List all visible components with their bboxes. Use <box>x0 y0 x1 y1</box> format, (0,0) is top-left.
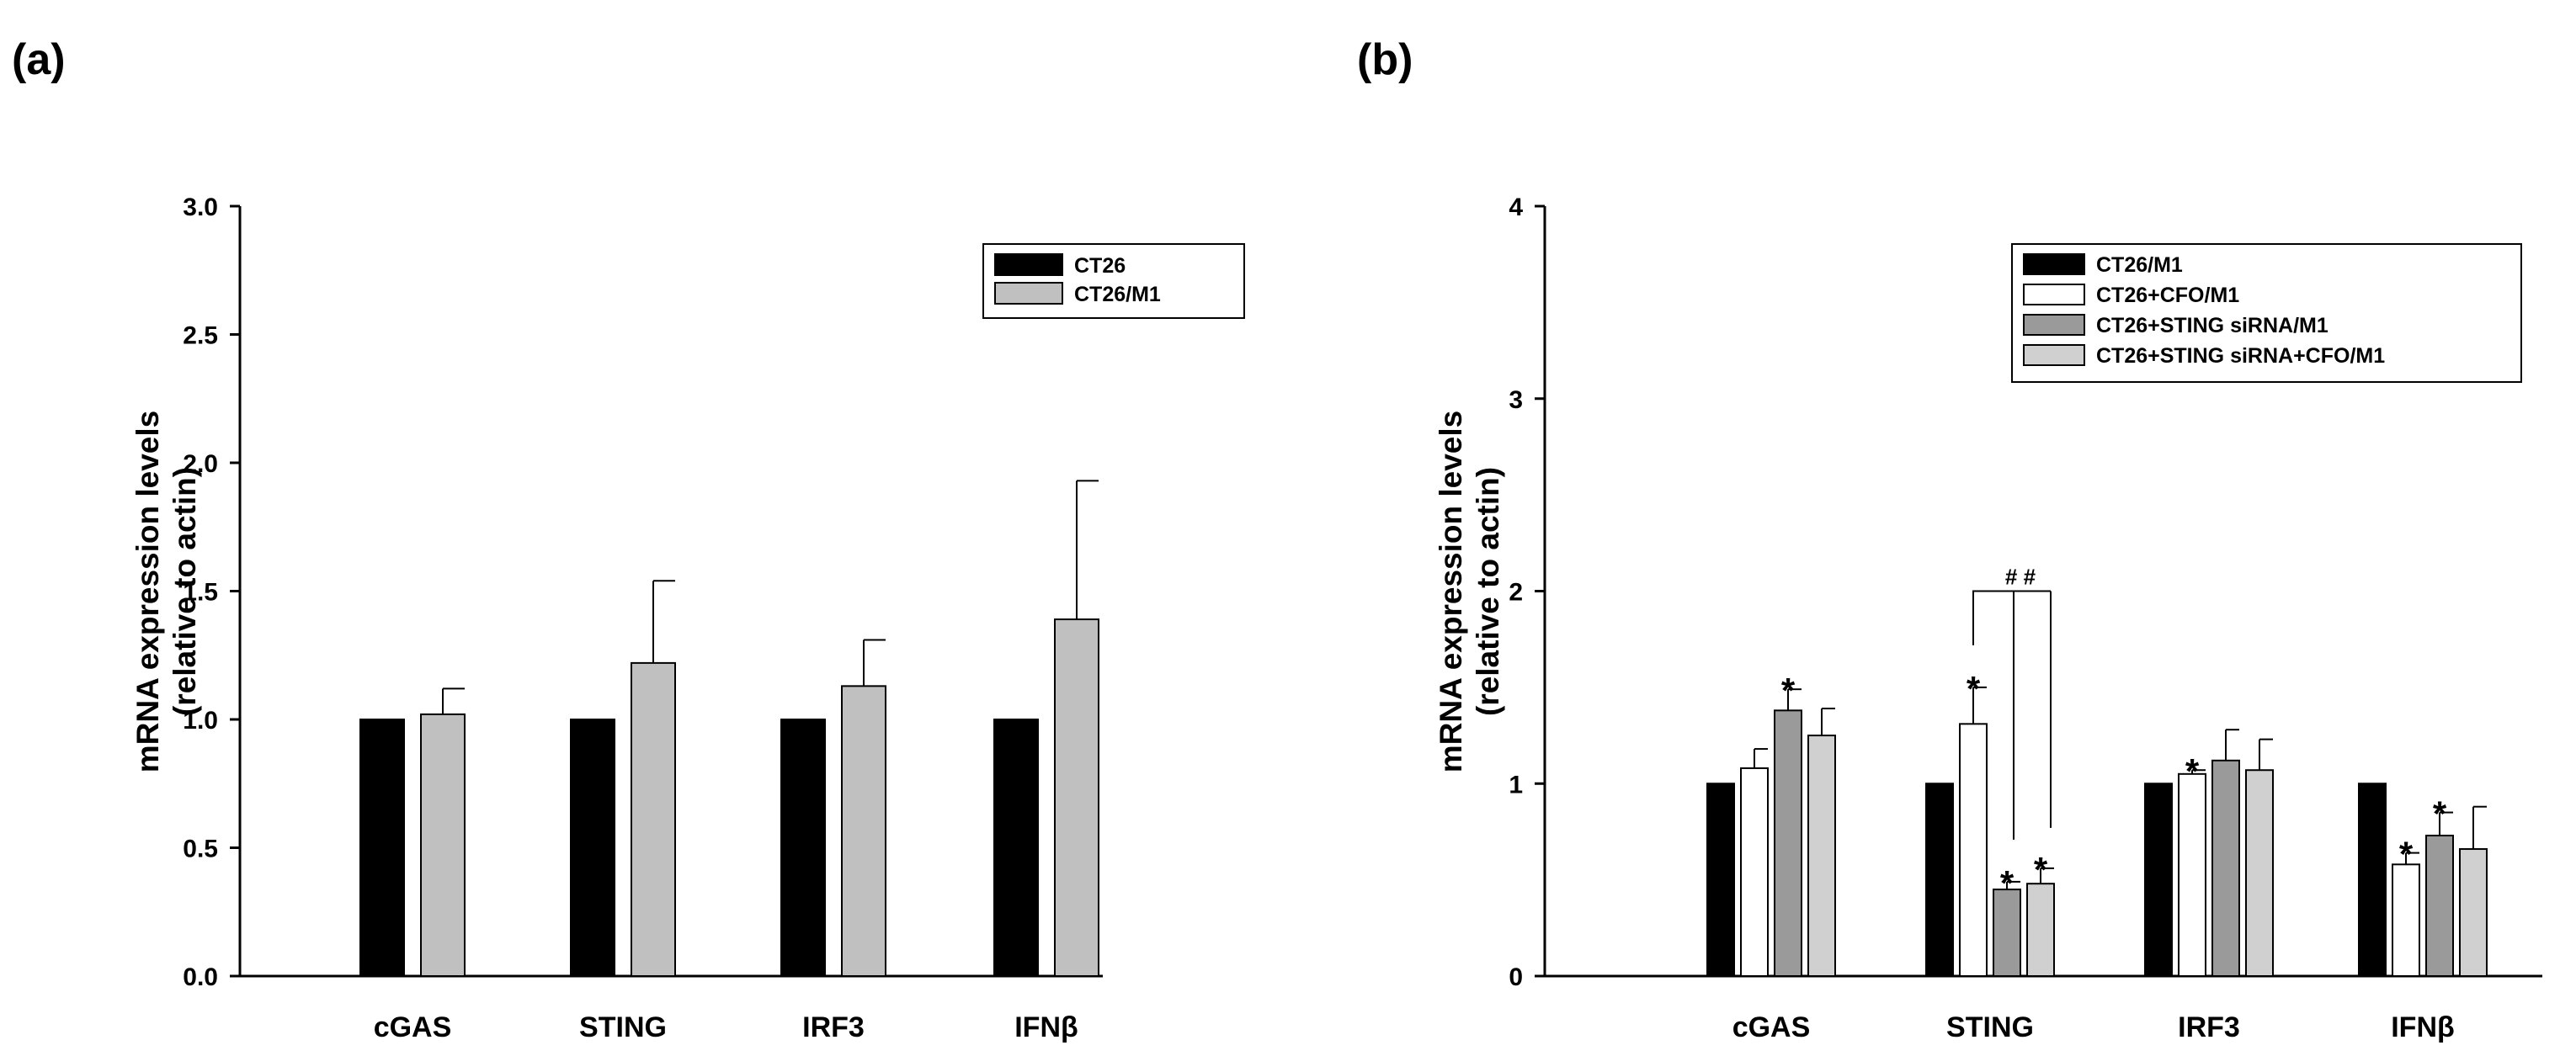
legend-label: CT26/M1 <box>2096 253 2183 277</box>
significance-hash: # # <box>2005 565 2036 590</box>
bar <box>1925 783 1954 977</box>
bar <box>993 719 1039 977</box>
y-tick-label: 2.0 <box>183 450 218 478</box>
x-tick-label: STING <box>579 1011 667 1043</box>
significance-asterisk: * <box>2433 794 2447 834</box>
x-tick-label: cGAS <box>374 1011 452 1043</box>
y-axis-title: mRNA expression levels(relative to actin… <box>130 411 202 773</box>
bar <box>359 719 405 977</box>
y-tick-label: 3 <box>1509 386 1523 414</box>
bar <box>2211 759 2240 977</box>
bar <box>2358 783 2387 977</box>
legend: CT26/M1 CT26+CFO/M1 CT26+STING siRNA/M1 CT2… <box>2011 243 2522 383</box>
y-tick-label: 1.5 <box>183 579 218 607</box>
bar <box>2144 783 2173 977</box>
bar <box>2178 772 2206 977</box>
bar <box>1959 723 1988 978</box>
legend-label: CT26+STING siRNA/M1 <box>2096 314 2329 337</box>
bar <box>2392 863 2420 977</box>
significance-asterisk: * <box>2000 863 2014 903</box>
legend-swatch <box>2023 253 2085 275</box>
y-tick-label: 0.0 <box>183 963 218 991</box>
bar <box>841 685 886 977</box>
y-tick-label: 2.5 <box>183 322 218 350</box>
x-tick-label: IFNβ <box>1014 1011 1078 1043</box>
x-tick-label: IRF3 <box>2178 1011 2240 1043</box>
bar <box>631 661 676 978</box>
y-tick-label: 1 <box>1509 771 1523 799</box>
y-axis-title-line: (relative to actin) <box>1471 467 1505 716</box>
legend-swatch <box>994 282 1063 305</box>
panel-label: (b) <box>1357 35 1413 84</box>
legend-swatch <box>2023 314 2085 336</box>
legend: CT26 CT26/M1 <box>982 243 1245 319</box>
legend-label: CT26+STING siRNA+CFO/M1 <box>2096 344 2385 368</box>
x-tick-label: cGAS <box>1732 1011 1811 1043</box>
legend-swatch <box>2023 284 2085 305</box>
significance-asterisk: * <box>2185 751 2200 791</box>
legend-swatch <box>2023 344 2085 366</box>
significance-asterisk: * <box>2034 850 2048 889</box>
bar <box>570 719 615 977</box>
bracket-line <box>1972 590 2051 645</box>
y-axis-title-line: mRNA expression levels <box>130 411 165 773</box>
bar <box>2425 835 2454 978</box>
x-tick-label: STING <box>1946 1011 2034 1043</box>
y-axis-title-line: (relative to actin) <box>168 467 202 716</box>
bar <box>1774 709 1802 977</box>
y-axis-title: mRNA expression levels(relative to actin… <box>1434 411 1505 773</box>
legend-label: CT26/M1 <box>1074 283 1161 306</box>
y-tick-label: 4 <box>1509 194 1523 221</box>
y-tick-label: 1.0 <box>183 707 218 735</box>
panel-label: (a) <box>12 35 66 84</box>
bar <box>1706 783 1735 977</box>
chart-panel-b: (b) 0 1 2 3 4 mRNA expression levels(relative … <box>1357 35 2542 1043</box>
bar <box>780 719 826 977</box>
y-tick-label: 0.5 <box>183 836 218 863</box>
x-tick-label: IFNβ <box>2391 1011 2455 1043</box>
bar <box>1054 618 1099 977</box>
significance-asterisk: * <box>1781 671 1796 710</box>
bar <box>2026 883 2055 977</box>
y-tick-label: 2 <box>1509 579 1523 607</box>
bar <box>1807 735 1836 977</box>
y-tick-label: 0 <box>1509 963 1523 991</box>
y-axis-title-line: mRNA expression levels <box>1434 411 1468 773</box>
legend-box <box>2011 243 2522 383</box>
significance-asterisk: * <box>1967 669 1981 708</box>
bar <box>1993 889 2021 977</box>
legend-label: CT26 <box>1074 254 1126 278</box>
significance-asterisk: * <box>2399 835 2414 874</box>
bar <box>1740 767 1769 978</box>
bar <box>2459 848 2488 978</box>
x-tick-label: IRF3 <box>802 1011 865 1043</box>
legend-swatch <box>994 253 1063 276</box>
y-tick-label: 3.0 <box>183 194 218 221</box>
legend-label: CT26+CFO/M1 <box>2096 284 2239 307</box>
bar <box>420 713 466 978</box>
chart-panel-a: (a) 0.0 0.5 1.0 1.5 2.0 2.5 3.0 mRNA expression … <box>12 35 1245 1043</box>
bar <box>2245 769 2274 977</box>
